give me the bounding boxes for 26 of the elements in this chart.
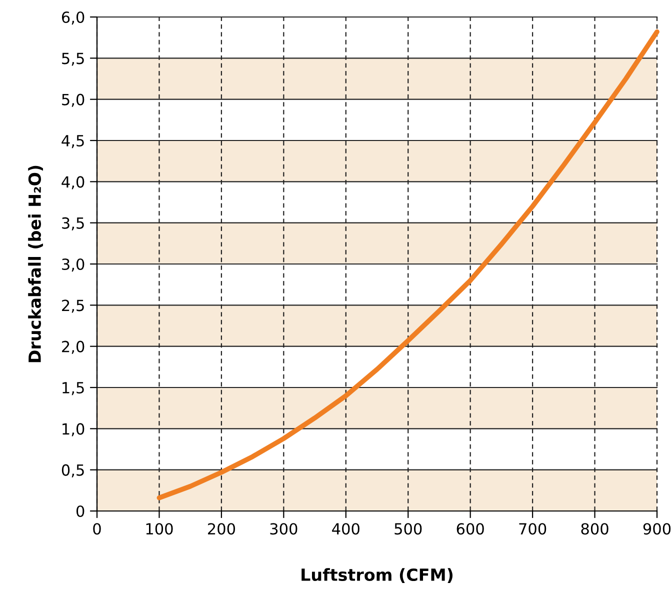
y-tick-label: 5,5 xyxy=(62,52,84,66)
x-tick-label: 200 xyxy=(208,523,236,535)
x-tick-label: 500 xyxy=(394,523,422,535)
x-tick-label: 100 xyxy=(146,523,173,535)
x-tick-label: 600 xyxy=(456,523,484,535)
x-axis-title: Luftstrom (CFM) xyxy=(302,568,452,584)
y-tick-label: 1,5 xyxy=(62,382,84,396)
line-series xyxy=(156,29,660,500)
y-tick-label: 2,5 xyxy=(62,300,84,313)
y-tick-label: 0 xyxy=(76,505,84,518)
x-tick-label: 300 xyxy=(270,523,298,535)
x-tick-label: 800 xyxy=(581,523,608,535)
y-tick-label: 4,0 xyxy=(62,176,84,190)
x-tick-label: 900 xyxy=(643,523,671,535)
y-tick-label: 6,0 xyxy=(62,11,84,25)
x-tick-label: 0 xyxy=(93,523,101,535)
y-tick-label: 3,0 xyxy=(62,258,84,272)
y-tick-label: 0,5 xyxy=(62,464,84,478)
y-tick-label: 4,5 xyxy=(62,135,84,148)
x-tick-label: 700 xyxy=(519,523,546,535)
y-tick-label: 3,5 xyxy=(62,217,84,230)
y-tick-label: 2,0 xyxy=(62,340,84,354)
y-tick-label: 5,0 xyxy=(62,94,84,107)
x-tick-label: 400 xyxy=(332,523,360,535)
y-axis-title: Druckabfall (bei H₂O) xyxy=(28,166,43,362)
y-tick-label: 1,0 xyxy=(62,423,84,436)
